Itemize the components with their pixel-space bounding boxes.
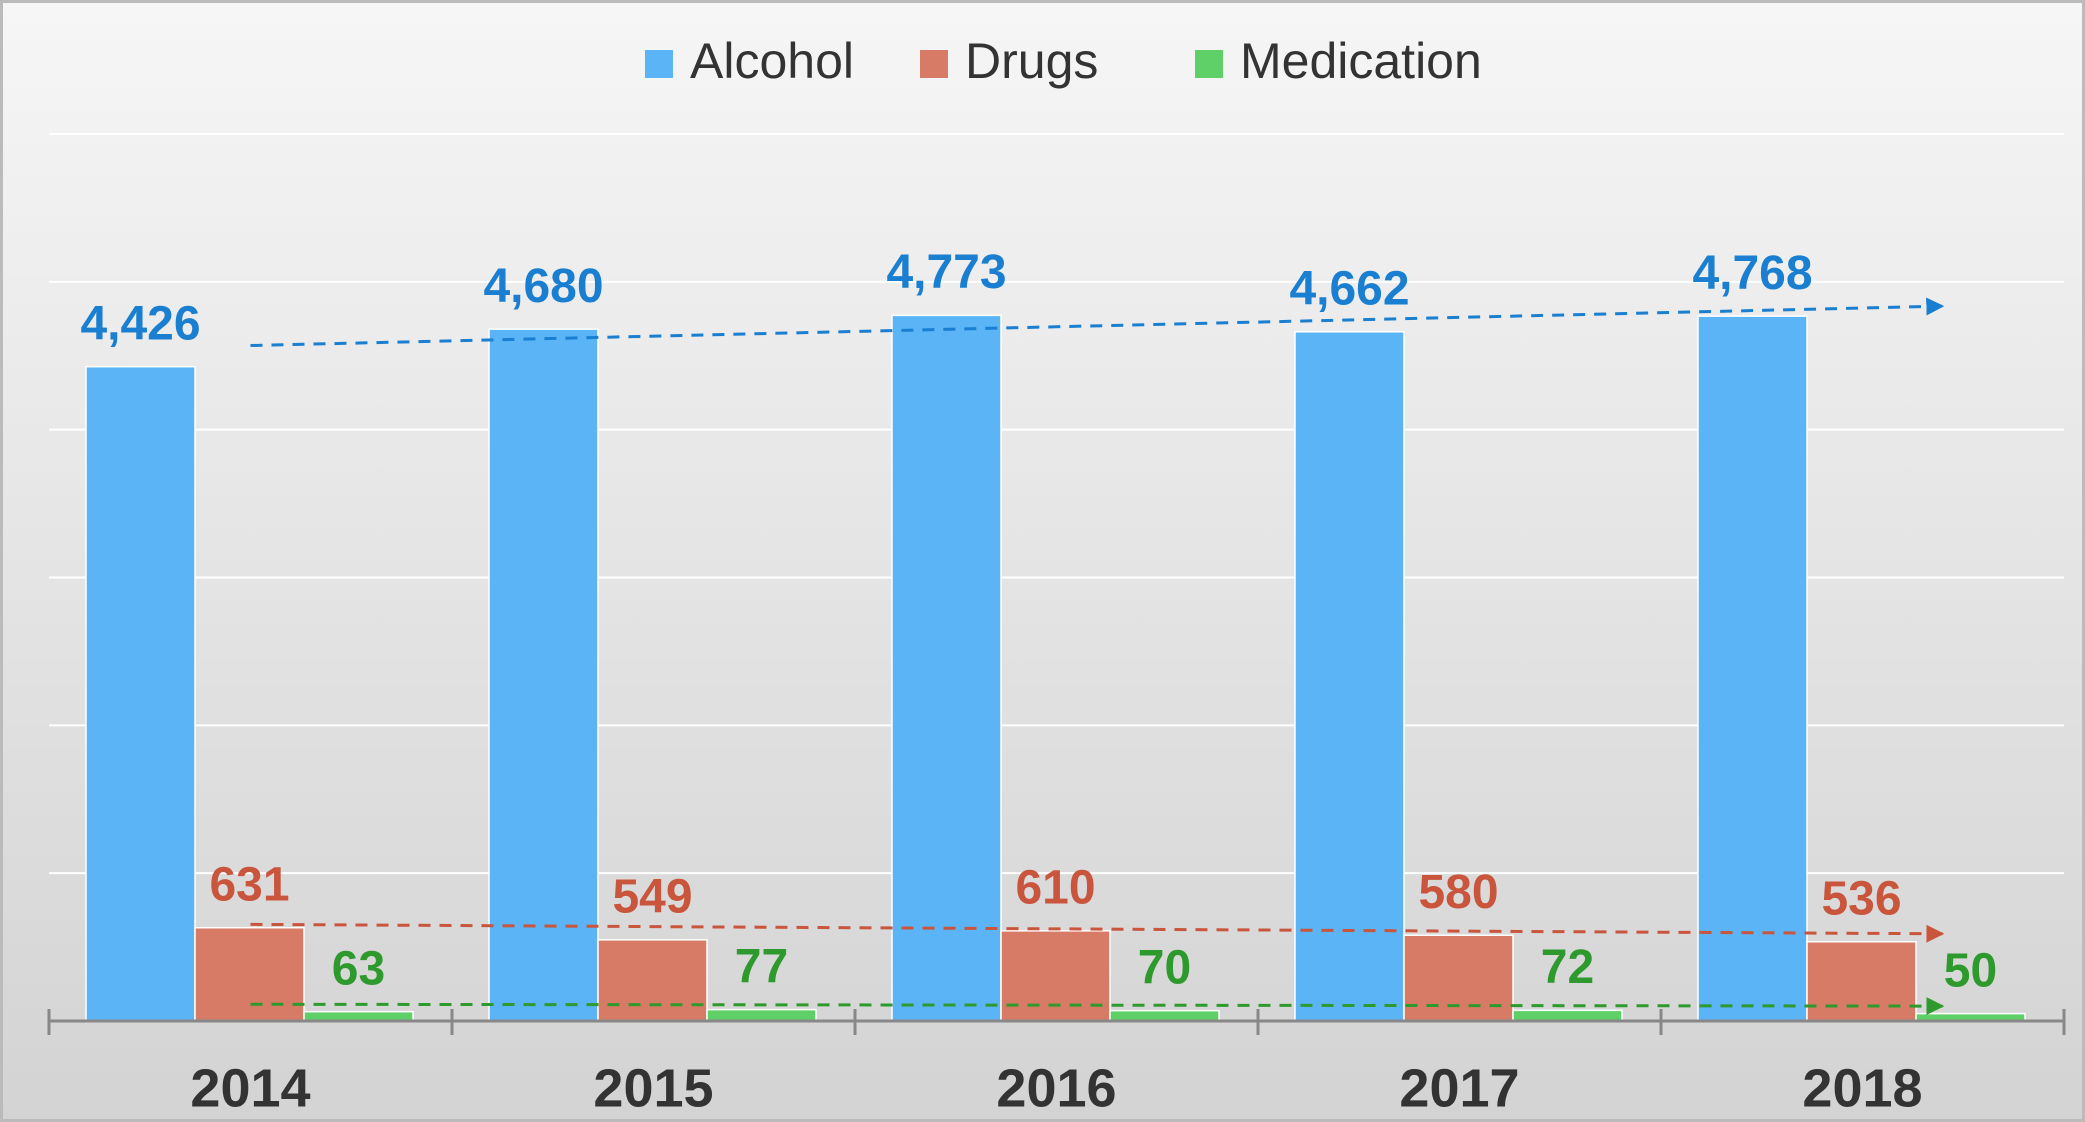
bar [85,365,196,1022]
data-label: 549 [612,871,692,924]
trend-arrow [250,922,1945,943]
legend-label: Alcohol [690,33,854,89]
trend-arrow [250,297,1945,348]
legend-label: Drugs [965,33,1098,89]
data-label: 4,426 [80,297,200,350]
bar [597,939,708,1022]
bar [891,314,1002,1022]
data-label: 536 [1821,872,1901,925]
bar [1403,934,1514,1022]
data-label: 63 [332,942,385,995]
legend-swatch [920,50,948,78]
legend-label: Medication [1240,33,1482,89]
bar [1806,941,1917,1022]
x-tick-label: 2018 [1802,1058,1922,1118]
bar [194,926,305,1022]
data-label: 70 [1138,941,1191,994]
x-tick-label: 2017 [1399,1058,1519,1118]
data-label: 610 [1015,861,1095,914]
legend-swatch [645,50,673,78]
data-label: 4,768 [1692,247,1812,300]
x-tick-label: 2016 [996,1058,1116,1118]
bar [1697,315,1808,1022]
x-tick-label: 2015 [593,1058,713,1118]
bar [706,1008,817,1022]
data-label: 72 [1541,941,1594,994]
data-label: 50 [1944,944,1997,997]
legend-swatch [1195,50,1223,78]
bar [1000,930,1111,1022]
bar [1109,1009,1220,1022]
data-label: 631 [209,858,289,911]
data-label: 77 [735,940,788,993]
data-label: 4,773 [886,246,1006,299]
bar [488,328,599,1022]
bar [1512,1009,1623,1022]
bar [1294,331,1405,1022]
data-label: 4,662 [1289,262,1409,315]
data-label: 580 [1418,866,1498,919]
data-label: 4,680 [483,260,603,313]
x-tick-label: 2014 [190,1058,310,1118]
trend-arrow [250,997,1945,1016]
